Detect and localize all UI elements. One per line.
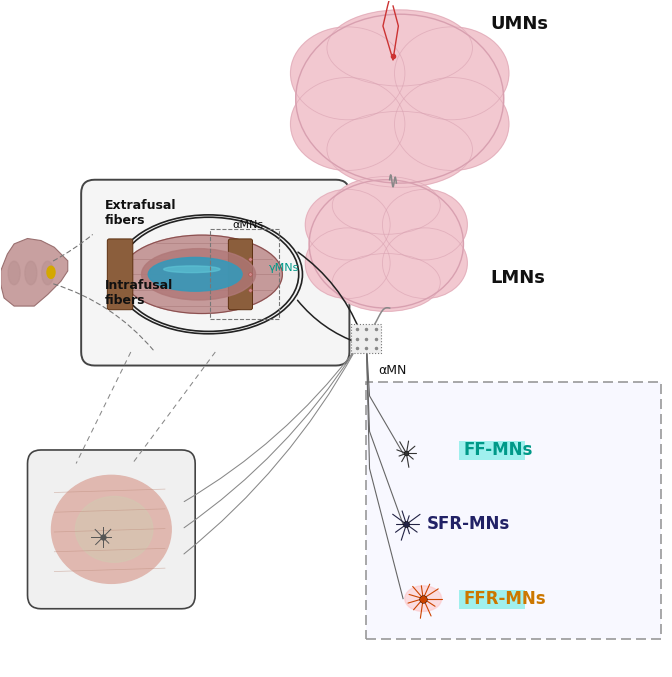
Ellipse shape bbox=[309, 179, 464, 308]
Ellipse shape bbox=[327, 111, 472, 188]
Ellipse shape bbox=[382, 190, 467, 260]
Text: UMNs: UMNs bbox=[491, 15, 548, 32]
Ellipse shape bbox=[52, 475, 171, 584]
FancyBboxPatch shape bbox=[228, 239, 253, 309]
Ellipse shape bbox=[327, 10, 472, 86]
Text: LMNs: LMNs bbox=[491, 269, 545, 286]
Ellipse shape bbox=[25, 261, 37, 285]
Text: Extrafusal
fibers: Extrafusal fibers bbox=[105, 199, 176, 227]
FancyBboxPatch shape bbox=[28, 450, 195, 609]
Text: αMN: αMN bbox=[378, 364, 407, 378]
Ellipse shape bbox=[164, 266, 220, 273]
Ellipse shape bbox=[405, 586, 442, 611]
Ellipse shape bbox=[47, 266, 55, 278]
Ellipse shape bbox=[382, 228, 467, 299]
Ellipse shape bbox=[290, 78, 405, 171]
Ellipse shape bbox=[142, 248, 255, 300]
FancyBboxPatch shape bbox=[366, 383, 661, 639]
Ellipse shape bbox=[8, 261, 20, 285]
FancyBboxPatch shape bbox=[81, 179, 349, 366]
FancyBboxPatch shape bbox=[351, 324, 381, 353]
Ellipse shape bbox=[394, 27, 509, 120]
Ellipse shape bbox=[122, 235, 282, 313]
FancyBboxPatch shape bbox=[459, 590, 525, 609]
Ellipse shape bbox=[305, 190, 390, 260]
Text: FF-MNs: FF-MNs bbox=[464, 441, 533, 459]
Ellipse shape bbox=[290, 27, 405, 120]
Ellipse shape bbox=[75, 496, 153, 563]
Text: FFR-MNs: FFR-MNs bbox=[464, 590, 546, 608]
Ellipse shape bbox=[394, 78, 509, 171]
Ellipse shape bbox=[333, 177, 440, 234]
Ellipse shape bbox=[149, 257, 242, 291]
Ellipse shape bbox=[296, 14, 503, 183]
Text: αMNs: αMNs bbox=[232, 220, 263, 230]
FancyBboxPatch shape bbox=[108, 239, 133, 309]
Ellipse shape bbox=[305, 228, 390, 299]
Polygon shape bbox=[1, 238, 68, 306]
Ellipse shape bbox=[42, 261, 54, 285]
FancyBboxPatch shape bbox=[459, 441, 525, 460]
Text: γMNs: γMNs bbox=[269, 263, 299, 274]
Text: Intrafusal
fibers: Intrafusal fibers bbox=[105, 279, 173, 307]
Ellipse shape bbox=[333, 254, 440, 311]
Text: SFR-MNs: SFR-MNs bbox=[427, 515, 510, 533]
